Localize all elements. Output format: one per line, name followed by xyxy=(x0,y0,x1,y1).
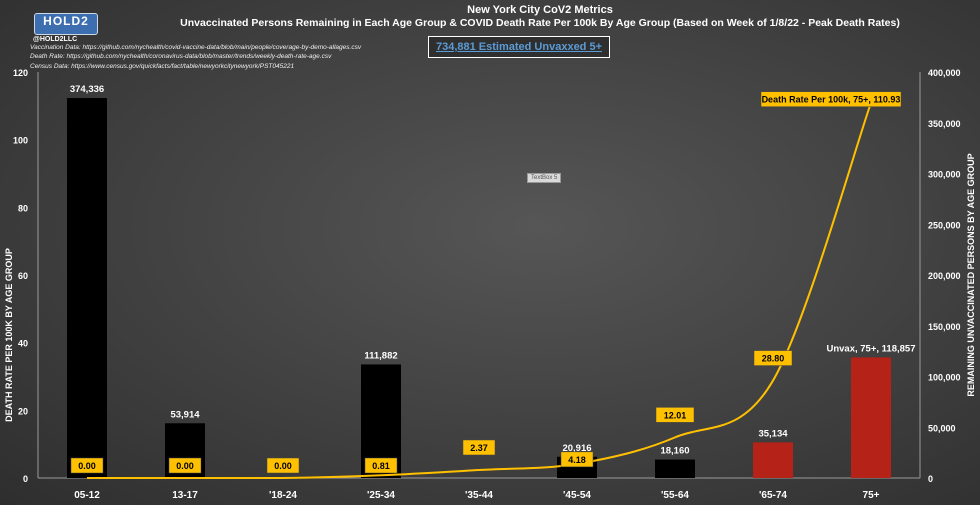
line-data-label: 2.37 xyxy=(470,443,488,453)
line-data-label-box xyxy=(168,457,202,474)
x-tick-label: '18-24 xyxy=(269,490,297,501)
bar-unvaccinated xyxy=(753,442,793,478)
bar-unvaccinated xyxy=(655,459,695,478)
line-data-label: Death Rate Per 100k, 75+, 110.93 xyxy=(762,95,901,105)
y-right-tick-label: 0 xyxy=(928,474,933,484)
y-left-tick-label: 100 xyxy=(13,136,28,146)
y-left-axis-title: DEATH RATE PER 100K BY AGE GROUP xyxy=(4,248,14,422)
bar-data-label: 18,160 xyxy=(660,446,689,457)
line-data-label-box xyxy=(560,451,594,468)
x-tick-label: '25-34 xyxy=(367,490,395,501)
line-data-label-box xyxy=(760,91,902,107)
chart-subtitle: Unvaccinated Persons Remaining in Each A… xyxy=(180,17,900,29)
bar-unvaccinated xyxy=(851,357,891,478)
bar-data-label: 35,134 xyxy=(758,428,788,439)
data-sources: Vaccination Data: https://github.com/nyc… xyxy=(30,43,361,71)
line-data-label-box xyxy=(462,439,496,456)
x-tick-label: '45-54 xyxy=(563,490,591,501)
bar-data-label: 20,916 xyxy=(562,443,591,454)
total-unvaxxed-callout: 734,881 Estimated Unvaxxed 5+ xyxy=(428,36,610,58)
x-tick-label: 75+ xyxy=(863,490,880,501)
line-data-label: 0.00 xyxy=(176,461,194,471)
hold2-logo: HOLD2 xyxy=(34,13,98,35)
bar-data-label: 111,882 xyxy=(364,350,397,361)
twitter-handle: @HOLD2LLC xyxy=(33,36,78,43)
source-death-rate: Death Rate: https://github.com/nychealth… xyxy=(30,53,332,61)
line-data-label-box xyxy=(753,350,793,366)
bar-unvaccinated xyxy=(67,98,107,479)
y-right-axis-title: REMAINING UNVACCINATED PERSONS BY AGE GR… xyxy=(966,153,976,396)
bar-data-label: 53,914 xyxy=(170,409,200,420)
y-right-tick-label: 50,000 xyxy=(928,423,956,433)
y-right-tick-label: 200,000 xyxy=(928,271,961,281)
x-tick-label: 13-17 xyxy=(172,490,198,501)
x-tick-label: '55-64 xyxy=(661,490,689,501)
source-census: Census Data: https://www.census.gov/quic… xyxy=(30,62,295,70)
logo-text: HOLD2 xyxy=(43,14,89,28)
y-left-tick-label: 120 xyxy=(13,68,28,78)
y-right-tick-label: 400,000 xyxy=(928,68,961,78)
textbox-label: TextBox 5 xyxy=(527,173,562,183)
line-data-label-box xyxy=(70,457,104,474)
y-right-tick-label: 100,000 xyxy=(928,373,961,383)
y-right-tick-label: 350,000 xyxy=(928,119,961,129)
y-left-tick-label: 40 xyxy=(18,339,28,349)
bar-data-label: 374,336 xyxy=(70,84,104,95)
x-tick-label: '35-44 xyxy=(465,490,493,501)
line-data-label: 28.80 xyxy=(762,354,785,364)
x-tick-label: '65-74 xyxy=(759,490,787,501)
line-data-label-box xyxy=(266,457,300,474)
x-tick-label: 05-12 xyxy=(74,490,100,501)
line-data-label: 4.18 xyxy=(568,455,586,465)
y-left-tick-label: 0 xyxy=(23,474,28,484)
y-right-tick-label: 300,000 xyxy=(928,170,961,180)
y-left-tick-label: 60 xyxy=(18,271,28,281)
y-right-tick-label: 150,000 xyxy=(928,322,961,332)
line-data-label: 0.00 xyxy=(274,461,292,471)
line-data-label-box xyxy=(655,407,695,423)
line-data-label: 12.01 xyxy=(664,410,687,420)
death-rate-line xyxy=(87,102,872,480)
chart-title: New York City CoV2 Metrics xyxy=(467,4,613,16)
source-vaccination: Vaccination Data: https://github.com/nyc… xyxy=(30,44,362,51)
y-right-tick-label: 250,000 xyxy=(928,220,961,230)
bar-data-label: Unvax, 75+, 118,857 xyxy=(826,343,915,354)
line-data-label: 0.00 xyxy=(78,461,96,471)
line-data-label: 0.81 xyxy=(372,461,390,471)
y-left-tick-label: 80 xyxy=(18,203,28,213)
y-left-tick-label: 20 xyxy=(18,406,28,416)
line-data-label-box xyxy=(364,457,398,474)
